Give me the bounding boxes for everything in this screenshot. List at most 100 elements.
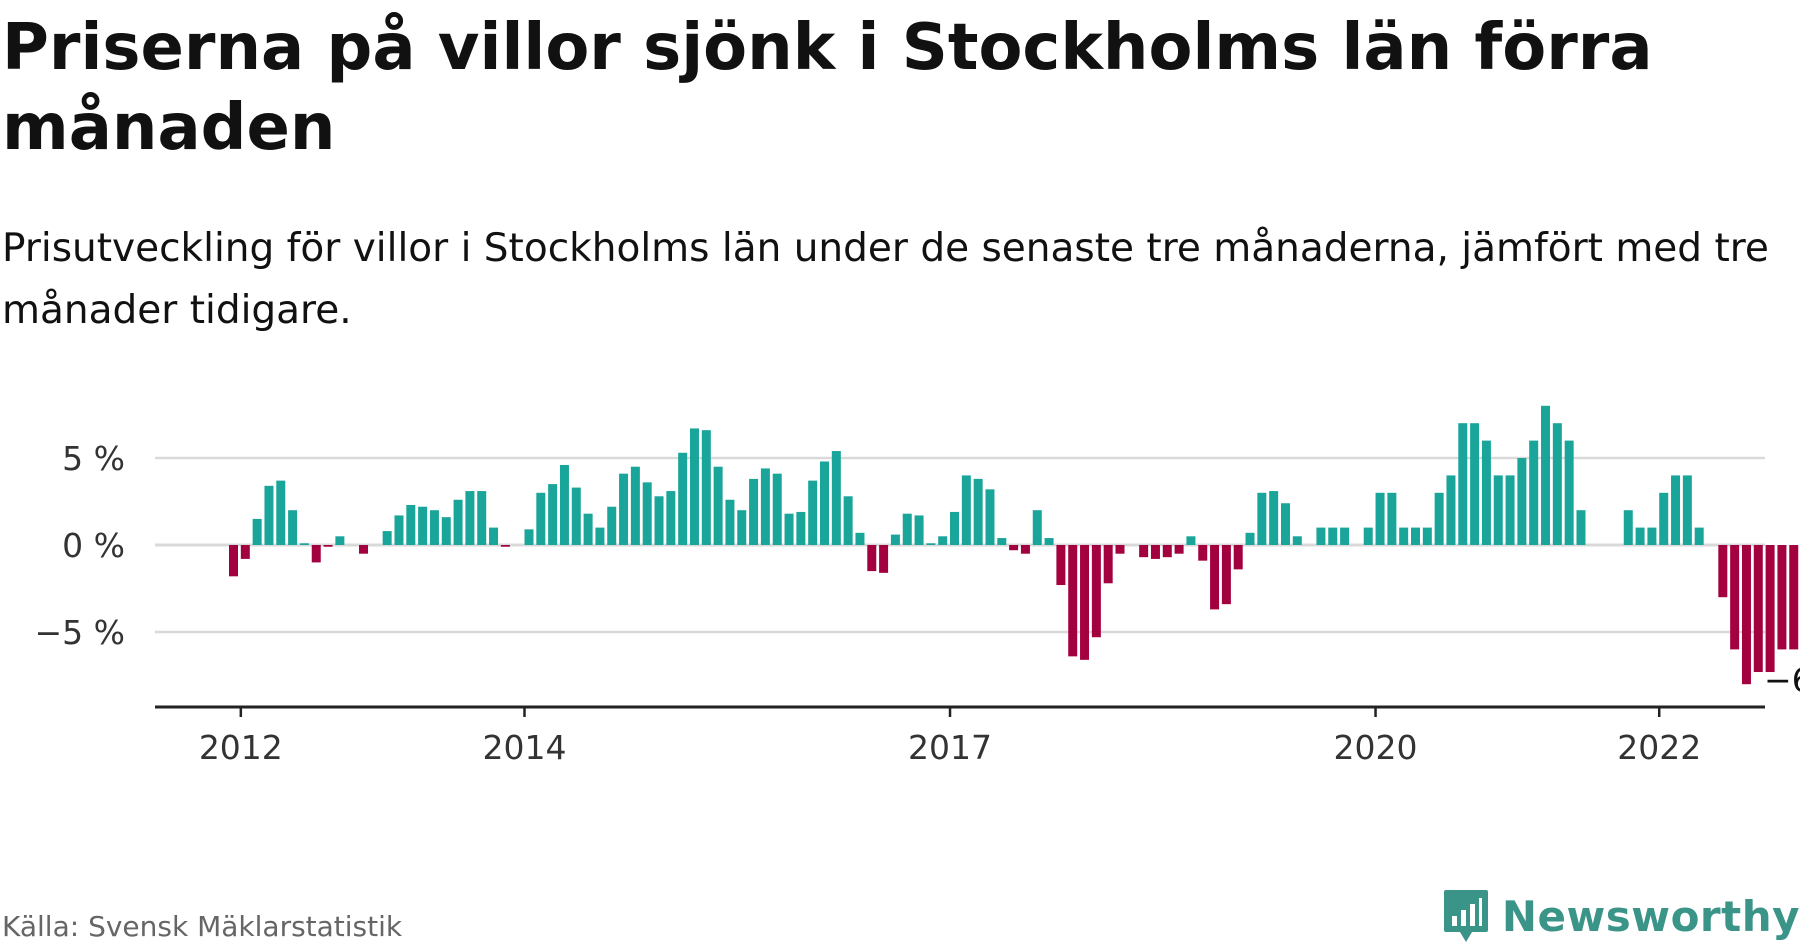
bar xyxy=(1470,423,1480,545)
bar xyxy=(1422,527,1432,545)
bar xyxy=(1174,545,1184,554)
bar xyxy=(1552,423,1562,545)
x-tick-label: 2020 xyxy=(1334,728,1418,767)
brand-name: Newsworthy xyxy=(1501,891,1800,941)
bar xyxy=(1269,491,1279,545)
y-tick-label: 5 % xyxy=(62,439,125,478)
bar xyxy=(1446,475,1456,545)
bar xyxy=(1245,532,1255,545)
bar xyxy=(642,482,652,545)
bar xyxy=(465,491,475,545)
bar xyxy=(276,480,286,545)
bar xyxy=(749,478,759,545)
y-axis-labels: 5 % 0 % −5 % xyxy=(35,439,126,652)
bar xyxy=(737,510,747,545)
bar xyxy=(772,473,782,545)
bar xyxy=(500,545,510,547)
bar xyxy=(678,452,688,545)
bar xyxy=(867,545,877,572)
bar xyxy=(926,543,936,545)
bar xyxy=(1541,405,1551,545)
bar xyxy=(1020,545,1030,554)
bar xyxy=(1044,538,1054,545)
bar xyxy=(914,515,924,545)
bar xyxy=(1789,545,1799,650)
bar xyxy=(784,513,794,545)
bar xyxy=(1411,527,1420,545)
bar xyxy=(252,518,262,545)
bar xyxy=(796,511,806,545)
bar xyxy=(288,510,298,545)
bar xyxy=(1162,545,1172,558)
bar xyxy=(973,478,983,545)
bar xyxy=(394,515,404,545)
bar xyxy=(1056,545,1066,586)
bar xyxy=(548,484,558,545)
bar xyxy=(619,473,629,545)
bar xyxy=(1316,527,1326,545)
bar xyxy=(985,489,995,545)
bar xyxy=(902,513,912,545)
bar xyxy=(1694,527,1704,545)
bar xyxy=(713,466,723,545)
bar xyxy=(1009,545,1019,551)
bar xyxy=(630,466,640,545)
bar xyxy=(335,536,345,545)
bar xyxy=(1032,510,1042,545)
bar xyxy=(1375,492,1385,545)
bar xyxy=(1150,545,1160,559)
chart-title: Priserna på villor sjönk i Stockholms lä… xyxy=(2,11,1653,165)
bar xyxy=(477,491,487,545)
bar xyxy=(1399,527,1409,545)
bar xyxy=(559,464,569,545)
bar xyxy=(890,534,900,545)
bar xyxy=(1741,545,1751,685)
bar xyxy=(524,529,534,545)
bar xyxy=(1210,545,1220,610)
bar-chart: 5 % 0 % −5 % 2012 2014 2017 2020 2022 −6 % xyxy=(35,405,1800,767)
bar xyxy=(1233,545,1243,570)
bar xyxy=(1103,545,1113,584)
brand-logo[interactable]: Newsworthy xyxy=(1442,888,1800,944)
bar xyxy=(1257,492,1267,545)
bar xyxy=(1635,527,1645,545)
bar xyxy=(1753,545,1763,673)
bar xyxy=(666,491,676,545)
x-tick-label: 2012 xyxy=(199,728,283,767)
bar xyxy=(1198,545,1208,561)
bar xyxy=(1434,492,1444,545)
annotation: −6 % xyxy=(1761,657,1800,702)
bar xyxy=(1493,475,1503,545)
bar xyxy=(1623,510,1633,545)
bar xyxy=(311,545,321,563)
y-tick-label: 0 % xyxy=(62,526,125,565)
bar xyxy=(725,499,735,545)
bar xyxy=(938,536,948,545)
x-axis-labels: 2012 2014 2017 2020 2022 xyxy=(199,707,1701,767)
bar xyxy=(808,480,818,545)
x-tick-label: 2014 xyxy=(483,728,567,767)
bar xyxy=(1091,545,1101,638)
bar xyxy=(1387,492,1397,545)
bar xyxy=(961,475,971,545)
bar xyxy=(1186,536,1196,545)
bar xyxy=(359,545,369,554)
bar xyxy=(843,496,853,545)
bar xyxy=(1115,545,1125,554)
x-tick-label: 2017 xyxy=(908,728,992,767)
bar xyxy=(1718,545,1728,598)
bar xyxy=(441,517,451,545)
bar xyxy=(1328,527,1338,545)
bar xyxy=(489,527,499,545)
bar xyxy=(1576,510,1586,545)
chart-subtitle: Prisutveckling för villor i Stockholms l… xyxy=(2,226,1769,333)
bar xyxy=(1292,536,1302,545)
bar xyxy=(1481,440,1491,545)
bar xyxy=(1564,440,1574,545)
bar xyxy=(406,504,416,545)
bar xyxy=(1505,475,1515,545)
bar xyxy=(1458,423,1468,545)
bar xyxy=(997,538,1007,545)
bar xyxy=(1529,440,1539,545)
bar xyxy=(1139,545,1149,558)
